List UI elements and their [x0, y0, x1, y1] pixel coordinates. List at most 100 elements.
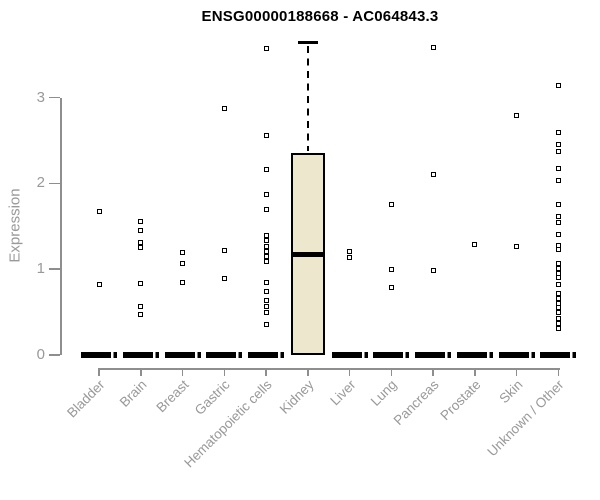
data-point	[555, 295, 561, 301]
data-point	[180, 250, 186, 256]
data-point	[138, 312, 144, 318]
zero-median-bar	[164, 352, 201, 358]
x-axis-category-label: Unknown / Other	[484, 377, 568, 460]
y-axis-tick-label: 0	[36, 346, 45, 363]
whisker-cap	[297, 41, 318, 45]
data-point	[138, 218, 144, 224]
x-axis-tick	[140, 368, 142, 376]
data-point	[263, 233, 269, 239]
median-line	[290, 251, 325, 258]
y-axis-tick-label: 2	[36, 174, 45, 192]
y-axis-tick	[49, 268, 60, 270]
data-point	[555, 320, 561, 326]
data-point	[555, 130, 561, 136]
x-axis-line	[99, 368, 560, 370]
data-point	[555, 275, 561, 281]
data-point	[221, 106, 227, 112]
data-point	[555, 220, 561, 226]
x-axis-tick	[432, 368, 434, 376]
data-point	[555, 260, 561, 266]
data-point	[555, 177, 561, 183]
data-point	[138, 240, 144, 246]
data-point	[263, 279, 269, 285]
x-axis-tick	[348, 368, 351, 376]
data-point	[555, 214, 561, 220]
data-point	[555, 315, 561, 321]
data-point	[138, 281, 144, 287]
data-point	[555, 202, 561, 208]
data-point	[430, 45, 436, 51]
zero-median-bar	[415, 352, 452, 358]
data-point	[388, 202, 394, 208]
data-point	[263, 132, 269, 138]
data-point	[263, 322, 269, 328]
y-axis-tick	[49, 96, 60, 99]
data-point	[430, 172, 436, 178]
zero-median-bar	[373, 352, 410, 358]
data-point	[555, 83, 561, 89]
zero-median-bar	[331, 352, 368, 358]
zero-median-bar	[540, 352, 577, 358]
data-point	[555, 165, 561, 171]
zero-median-bar	[498, 352, 535, 358]
data-point	[263, 304, 269, 310]
data-point	[555, 282, 561, 288]
data-point	[555, 142, 561, 148]
data-point	[263, 238, 269, 244]
y-axis-tick	[49, 354, 60, 356]
data-point	[555, 265, 561, 271]
data-point	[263, 206, 269, 212]
data-point	[263, 310, 269, 316]
data-point	[138, 303, 144, 309]
data-point	[263, 248, 269, 254]
data-point	[555, 232, 561, 238]
data-point	[347, 254, 353, 260]
x-axis-tick	[181, 368, 184, 376]
data-point	[221, 276, 227, 282]
zero-median-bar	[122, 352, 159, 358]
y-axis-tick-label: 1	[36, 260, 45, 278]
zero-median-bar	[206, 352, 243, 358]
data-point	[221, 247, 227, 253]
data-point	[180, 260, 186, 266]
zero-median-bar	[456, 352, 493, 358]
data-point	[555, 305, 561, 311]
data-point	[514, 113, 520, 119]
upper-whisker	[306, 45, 310, 151]
data-point	[555, 325, 561, 331]
data-point	[555, 247, 561, 252]
x-axis-tick	[98, 368, 100, 376]
x-axis-tick	[515, 368, 518, 376]
data-point	[263, 167, 269, 173]
data-point	[555, 149, 561, 155]
y-axis-tick	[49, 182, 60, 185]
data-point	[263, 297, 269, 303]
zero-median-bar	[81, 352, 118, 358]
y-axis-tick-label: 3	[36, 88, 45, 106]
y-axis-line	[60, 97, 62, 355]
data-point	[96, 282, 102, 288]
y-axis-title: Expression	[6, 188, 24, 263]
x-axis-tick	[557, 368, 560, 376]
x-axis-tick	[390, 368, 393, 376]
data-point	[472, 241, 478, 247]
data-point	[263, 46, 269, 52]
x-axis-tick	[223, 368, 226, 376]
x-axis-tick	[265, 368, 267, 376]
zero-median-bar	[248, 352, 285, 358]
chart-title: ENSG00000188668 - AC064843.3	[201, 8, 439, 25]
data-point	[514, 243, 520, 249]
data-point	[263, 192, 269, 198]
data-point	[430, 268, 436, 274]
data-point	[138, 245, 144, 251]
data-point	[347, 248, 353, 254]
data-point	[263, 253, 269, 259]
x-axis-tick	[474, 368, 476, 376]
data-point	[555, 310, 561, 316]
data-point	[263, 289, 269, 295]
data-point	[138, 228, 144, 234]
data-point	[263, 259, 269, 264]
data-point	[180, 280, 186, 286]
data-point	[555, 290, 561, 296]
